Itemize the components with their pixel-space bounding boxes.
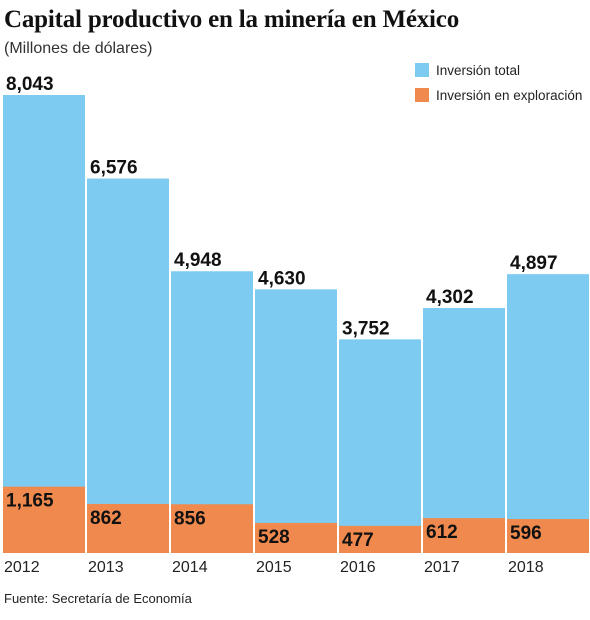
data-label-exploracion-2017: 612	[426, 522, 458, 543]
x-tick-2015: 2015	[256, 559, 292, 576]
bar-exploracion-2012	[3, 486, 85, 553]
bar-total-2017	[423, 308, 505, 553]
data-label-total-2014: 4,948	[174, 250, 222, 271]
data-label-total-2016: 3,752	[342, 318, 390, 339]
bar-total-2016	[339, 339, 421, 553]
legend-item-exploracion: Inversión en exploración	[415, 85, 582, 105]
data-label-exploracion-2012: 1,165	[6, 491, 54, 512]
x-tick-2012: 2012	[4, 559, 40, 576]
legend: Inversión total Inversión en exploración	[415, 60, 582, 110]
chart-subtitle: (Millones de dólares)	[4, 40, 153, 57]
data-label-total-2012: 8,043	[6, 74, 54, 95]
data-label-exploracion-2016: 477	[342, 530, 374, 551]
bar-exploracion-2017	[423, 518, 505, 553]
x-tick-2017: 2017	[424, 559, 460, 576]
legend-item-total: Inversión total	[415, 60, 582, 80]
legend-swatch-total	[415, 63, 429, 77]
source-note: Fuente: Secretaría de Economía	[4, 591, 192, 606]
data-label-total-2013: 6,576	[90, 158, 138, 179]
data-label-total-2015: 4,630	[258, 268, 306, 289]
bar-exploracion-2014	[171, 504, 253, 553]
x-tick-2018: 2018	[508, 559, 544, 576]
bar-exploracion-2015	[255, 522, 337, 553]
bar-total-2015	[255, 289, 337, 553]
data-label-total-2018: 4,897	[510, 253, 558, 274]
bar-exploracion-2018	[507, 519, 589, 553]
data-label-total-2017: 4,302	[426, 287, 474, 308]
legend-label-total: Inversión total	[436, 62, 521, 78]
data-label-exploracion-2013: 862	[90, 508, 122, 529]
bar-total-2013	[87, 178, 169, 553]
bar-exploracion-2016	[339, 525, 421, 553]
legend-swatch-exploracion	[415, 88, 429, 102]
x-tick-2013: 2013	[88, 559, 124, 576]
bar-total-2018	[507, 274, 589, 553]
legend-label-exploracion: Inversión en exploración	[436, 87, 583, 103]
data-label-exploracion-2015: 528	[258, 527, 290, 548]
chart-title: Capital productivo en la minería en Méxi…	[4, 6, 459, 33]
x-tick-2016: 2016	[340, 559, 376, 576]
data-label-exploracion-2014: 856	[174, 508, 206, 529]
data-label-exploracion-2018: 596	[510, 523, 542, 544]
bar-exploracion-2013	[87, 503, 169, 553]
x-tick-2014: 2014	[172, 559, 208, 576]
bar-total-2012	[3, 95, 85, 553]
